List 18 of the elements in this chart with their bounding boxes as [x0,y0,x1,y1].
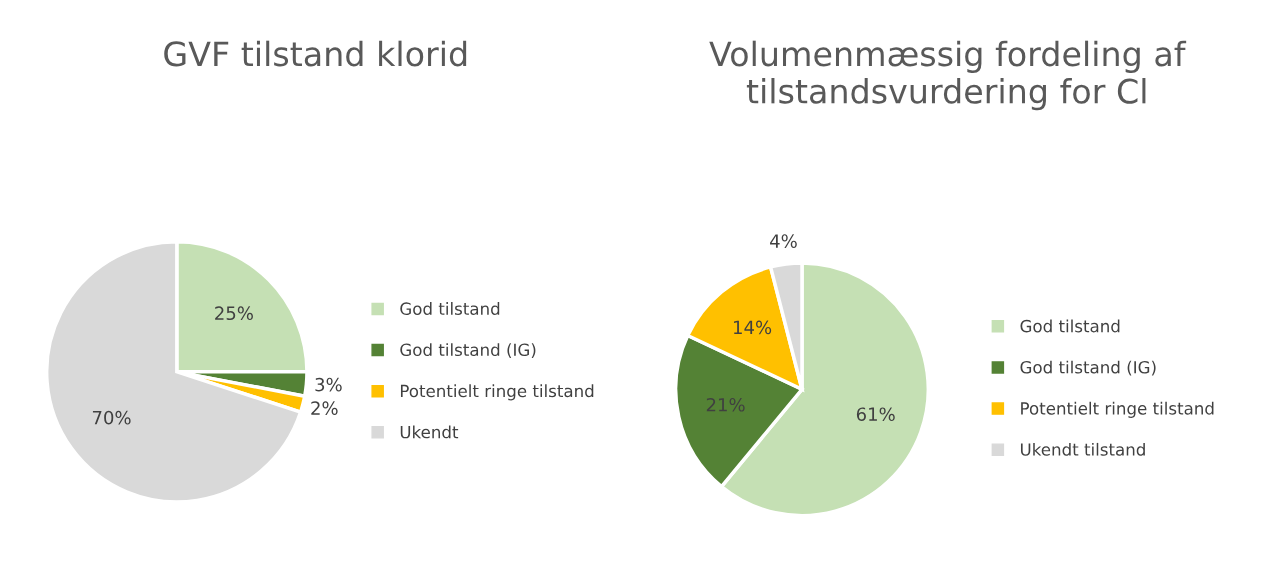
legend-label: God tilstand (IG) [1020,360,1156,376]
legend-label: God tilstand (IG) [400,343,536,359]
data-label: 3% [315,377,342,392]
legend-label: God tilstand [400,302,500,315]
data-label: 21% [706,397,745,412]
legend-label: God tilstand [1020,319,1120,333]
legend-label: Potentielt ringe tilstand [400,384,594,401]
data-label: 25% [215,306,253,321]
chart-title: Volumenmæssig fordeling af tilstandsvurdering for Cl [709,40,1187,111]
data-label: 61% [856,407,895,422]
data-label: 2% [311,401,338,415]
legend-label: Ukendt [400,425,459,439]
chart-title: GVF tilstand klorid [164,40,467,67]
data-label: 70% [92,410,131,425]
legend-label: Potentielt ringe tilstand [1021,401,1214,418]
legend-label: Ukendt tilstand [1020,442,1145,456]
data-label: 4% [770,234,797,248]
data-label: 14% [734,320,772,335]
